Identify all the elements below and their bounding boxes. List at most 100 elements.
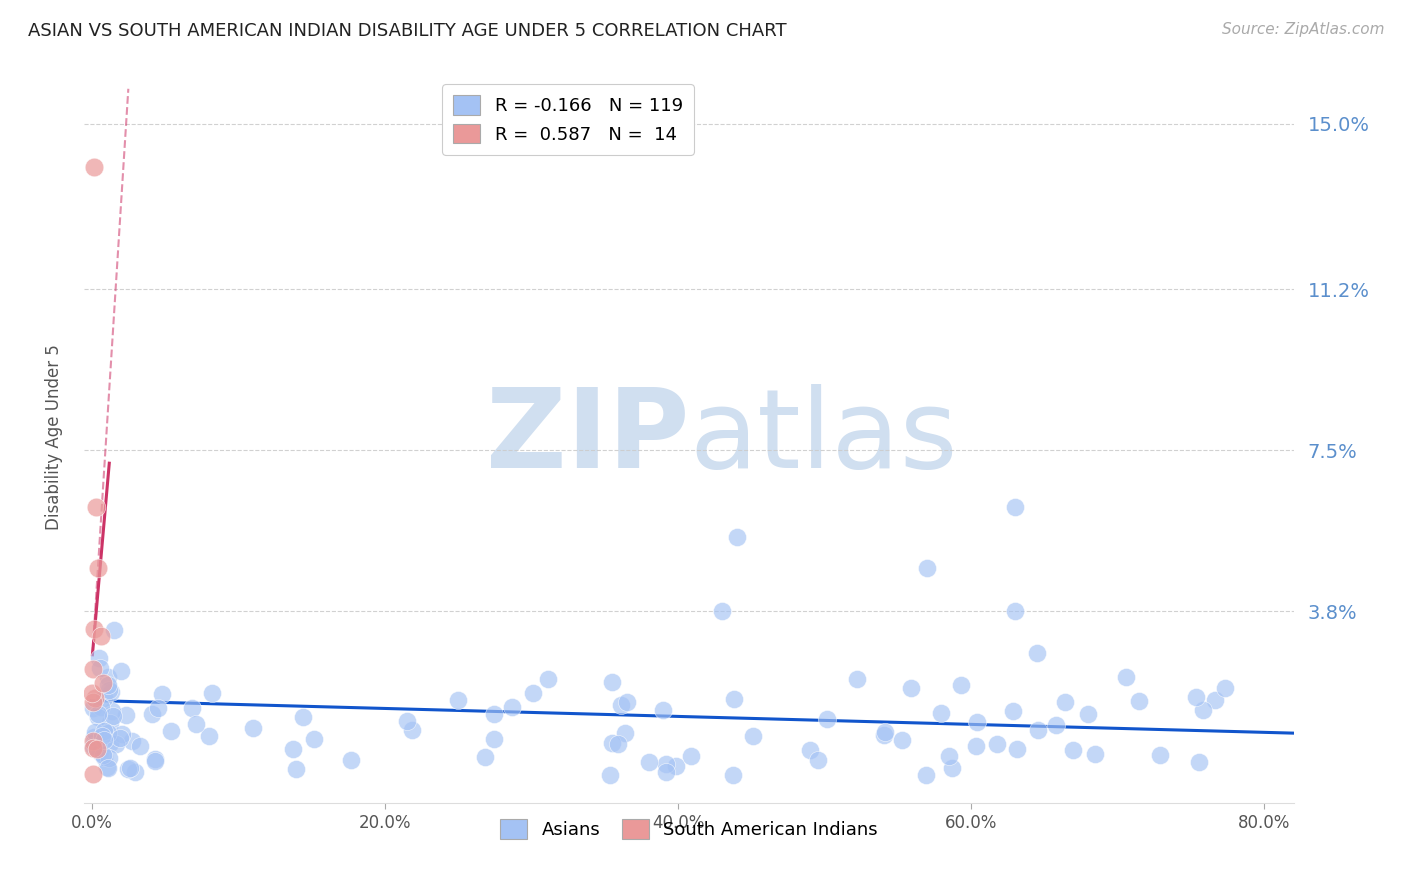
Point <box>1188 755 1211 769</box>
Point <box>82 662 104 676</box>
Point <box>97 670 120 684</box>
Point <box>84 500 107 514</box>
Point <box>799 743 821 757</box>
Point <box>1026 723 1049 738</box>
Point <box>97 761 120 775</box>
Point <box>143 755 166 769</box>
Point <box>652 703 675 717</box>
Point <box>484 706 506 721</box>
Point <box>950 678 973 692</box>
Point <box>83 735 105 749</box>
Point <box>117 762 139 776</box>
Point <box>1204 693 1226 707</box>
Point <box>82 739 104 753</box>
Point <box>1004 500 1026 514</box>
Text: ZIP: ZIP <box>485 384 689 491</box>
Point <box>87 651 110 665</box>
Point <box>100 685 122 699</box>
Point <box>104 737 127 751</box>
Point <box>90 729 112 743</box>
Point <box>873 728 896 742</box>
Point <box>93 691 115 706</box>
Point <box>93 724 115 739</box>
Point <box>655 765 678 780</box>
Point <box>103 623 125 637</box>
Point <box>82 767 104 781</box>
Point <box>86 742 108 756</box>
Point <box>141 706 163 721</box>
Point <box>665 759 688 773</box>
Point <box>900 681 922 696</box>
Point <box>616 695 638 709</box>
Point <box>114 707 136 722</box>
Point <box>121 733 143 747</box>
Point <box>82 734 104 748</box>
Point <box>522 686 544 700</box>
Point <box>110 664 132 678</box>
Point <box>1062 743 1084 757</box>
Point <box>1004 604 1026 618</box>
Point <box>91 747 114 762</box>
Point <box>1084 747 1107 761</box>
Y-axis label: Disability Age Under 5: Disability Age Under 5 <box>45 344 63 530</box>
Point <box>723 692 745 706</box>
Point <box>128 739 150 753</box>
Point <box>602 675 624 690</box>
Point <box>87 710 110 724</box>
Point <box>1005 742 1028 756</box>
Text: Source: ZipAtlas.com: Source: ZipAtlas.com <box>1222 22 1385 37</box>
Point <box>111 726 134 740</box>
Point <box>599 768 621 782</box>
Point <box>807 753 830 767</box>
Point <box>120 761 142 775</box>
Point <box>1149 748 1171 763</box>
Point <box>681 749 703 764</box>
Point <box>83 160 105 174</box>
Point <box>83 730 105 744</box>
Point <box>710 604 733 618</box>
Point <box>148 700 170 714</box>
Point <box>84 690 107 705</box>
Point <box>83 622 105 636</box>
Point <box>201 686 224 700</box>
Point <box>159 723 181 738</box>
Point <box>97 725 120 739</box>
Point <box>91 676 114 690</box>
Point <box>285 762 308 776</box>
Point <box>93 732 115 747</box>
Point <box>98 736 121 750</box>
Point <box>537 672 560 686</box>
Point <box>87 707 110 722</box>
Point <box>98 716 121 731</box>
Point <box>655 757 678 772</box>
Point <box>966 715 988 730</box>
Point <box>1002 704 1025 718</box>
Point <box>97 678 120 692</box>
Text: ASIAN VS SOUTH AMERICAN INDIAN DISABILITY AGE UNDER 5 CORRELATION CHART: ASIAN VS SOUTH AMERICAN INDIAN DISABILIT… <box>28 22 787 40</box>
Point <box>93 750 115 764</box>
Point <box>242 722 264 736</box>
Point <box>742 729 765 743</box>
Point <box>181 700 204 714</box>
Point <box>1128 694 1150 708</box>
Point <box>484 731 506 746</box>
Point <box>101 709 124 723</box>
Point <box>1054 696 1077 710</box>
Point <box>184 716 207 731</box>
Point <box>108 731 131 746</box>
Legend: Asians, South American Indians: Asians, South American Indians <box>492 812 886 847</box>
Point <box>302 732 325 747</box>
Point <box>986 738 1008 752</box>
Point <box>938 749 960 764</box>
Text: atlas: atlas <box>689 384 957 491</box>
Point <box>1213 681 1236 696</box>
Point <box>607 738 630 752</box>
Point <box>90 700 112 714</box>
Point <box>1185 690 1208 704</box>
Point <box>84 724 107 739</box>
Point <box>845 673 868 687</box>
Point <box>1045 718 1067 732</box>
Point <box>915 560 938 574</box>
Point <box>638 755 661 769</box>
Point <box>101 704 124 718</box>
